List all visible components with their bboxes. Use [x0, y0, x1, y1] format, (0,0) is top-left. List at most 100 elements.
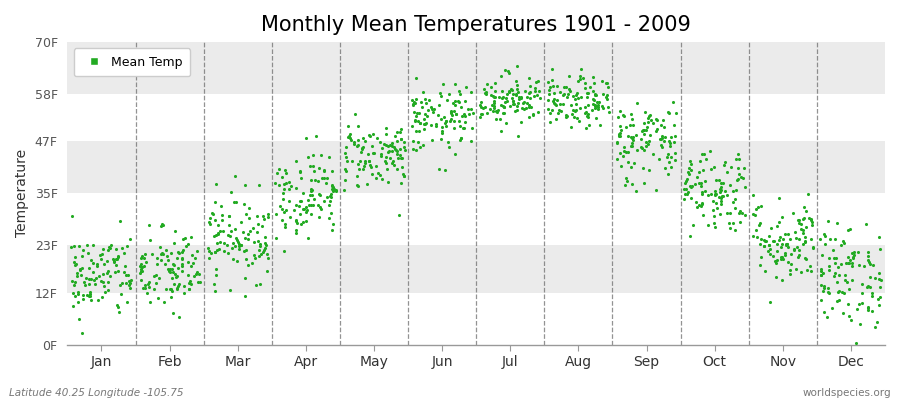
Point: [490, 109, 504, 115]
Point: [374, 153, 388, 160]
Point: [374, 151, 388, 158]
Point: [379, 130, 393, 137]
Point: [214, 203, 229, 210]
Point: [698, 178, 713, 184]
Point: [530, 92, 544, 98]
Point: [284, 214, 298, 220]
Point: [447, 151, 462, 158]
Point: [303, 163, 318, 169]
Point: [572, 118, 587, 124]
Point: [619, 175, 634, 182]
Point: [350, 122, 365, 129]
Point: [338, 166, 353, 173]
Point: [644, 117, 658, 123]
Point: [508, 101, 522, 107]
Point: [799, 255, 814, 262]
Point: [289, 227, 303, 233]
Point: [241, 262, 256, 268]
Point: [65, 213, 79, 220]
Point: [163, 286, 177, 292]
Point: [296, 206, 310, 212]
Point: [418, 96, 432, 102]
Point: [790, 244, 805, 250]
Point: [350, 182, 365, 188]
Point: [340, 158, 355, 164]
Point: [237, 200, 251, 207]
Point: [844, 317, 859, 323]
Point: [637, 130, 652, 137]
Point: [319, 180, 333, 186]
Point: [679, 178, 693, 184]
Point: [378, 160, 392, 167]
Point: [655, 117, 670, 124]
Point: [559, 84, 573, 90]
Point: [122, 278, 136, 284]
Point: [434, 136, 448, 142]
Point: [184, 252, 199, 258]
Point: [457, 111, 472, 117]
Point: [618, 182, 633, 188]
Point: [636, 127, 651, 134]
Point: [578, 104, 592, 111]
Point: [588, 103, 602, 109]
Point: [191, 279, 205, 285]
Point: [452, 88, 466, 94]
Point: [142, 222, 157, 228]
Point: [509, 82, 524, 88]
Point: [243, 228, 257, 235]
Point: [638, 127, 652, 133]
Point: [462, 111, 476, 117]
Point: [522, 104, 536, 111]
Point: [668, 132, 682, 139]
Point: [67, 259, 81, 265]
Point: [527, 88, 542, 95]
Point: [505, 87, 519, 93]
Point: [873, 294, 887, 300]
Point: [120, 242, 134, 249]
Point: [350, 160, 365, 167]
Point: [137, 254, 151, 261]
Point: [845, 277, 859, 283]
Point: [699, 156, 714, 162]
Point: [488, 88, 502, 94]
Point: [658, 164, 672, 171]
Point: [641, 114, 655, 121]
Point: [542, 91, 556, 97]
Point: [834, 241, 849, 248]
Point: [662, 142, 677, 149]
Point: [652, 155, 667, 162]
Point: [708, 188, 723, 194]
Point: [138, 281, 152, 288]
Point: [773, 254, 788, 260]
Point: [616, 153, 630, 159]
Point: [634, 145, 649, 151]
Point: [804, 217, 818, 224]
Point: [814, 271, 828, 278]
Point: [862, 274, 877, 280]
Point: [778, 250, 793, 256]
Point: [165, 287, 179, 294]
Point: [412, 120, 427, 126]
Point: [360, 181, 374, 187]
Point: [417, 116, 431, 122]
Point: [328, 186, 343, 193]
Point: [464, 89, 479, 95]
Point: [289, 185, 303, 191]
Point: [842, 260, 856, 266]
Point: [551, 110, 565, 116]
Point: [483, 92, 498, 98]
Point: [189, 247, 203, 254]
Point: [311, 191, 326, 197]
Point: [753, 240, 768, 247]
Point: [123, 280, 138, 286]
Point: [650, 126, 664, 132]
Point: [179, 243, 194, 249]
Point: [662, 110, 677, 116]
Point: [835, 310, 850, 316]
Point: [626, 136, 640, 143]
Point: [427, 106, 441, 112]
Point: [290, 219, 304, 226]
Point: [625, 143, 639, 149]
Point: [155, 221, 169, 227]
Point: [418, 111, 433, 118]
